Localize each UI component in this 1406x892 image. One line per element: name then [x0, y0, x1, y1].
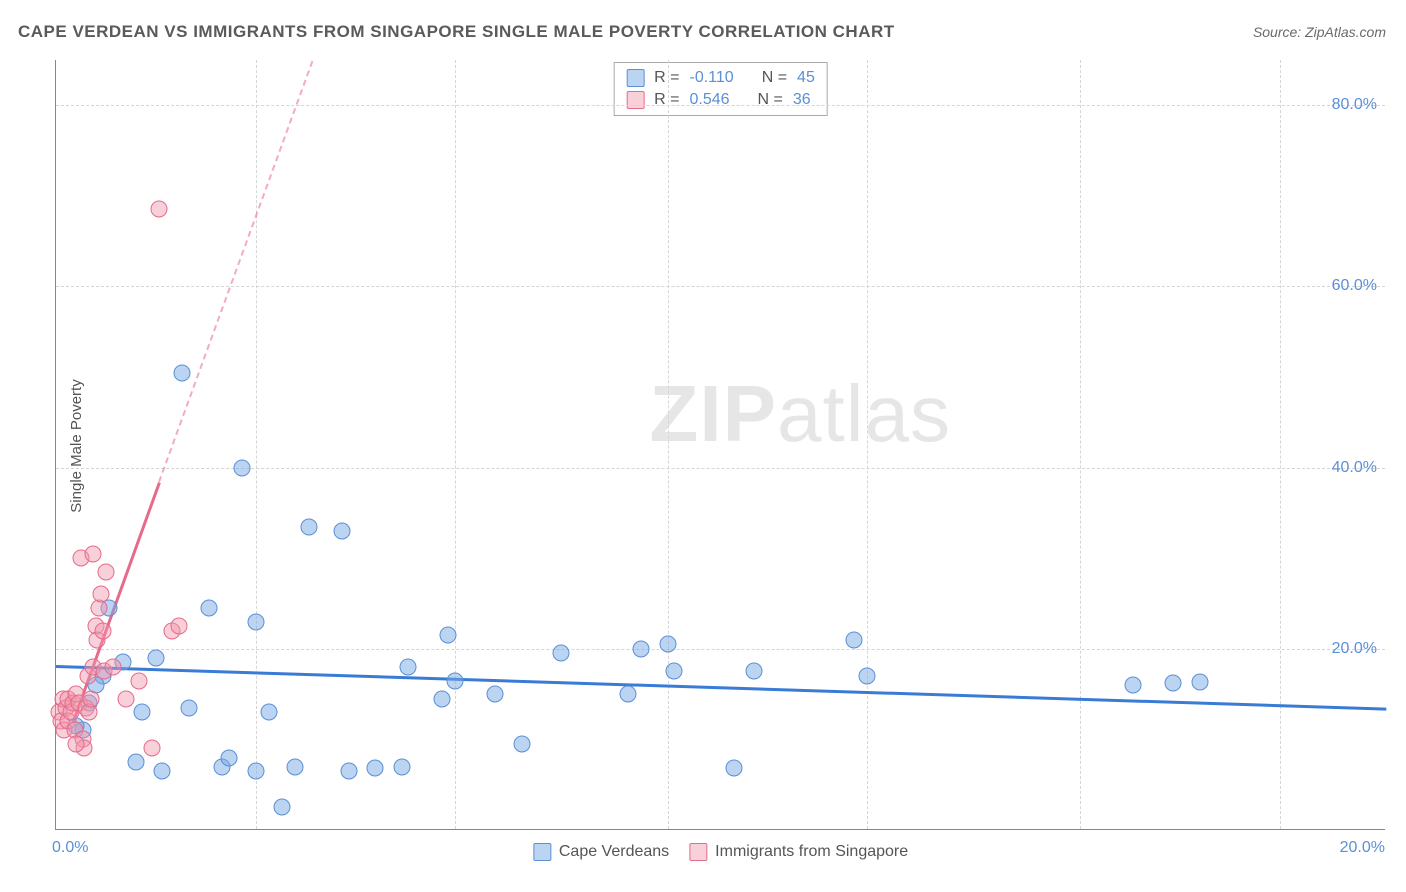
n-value: 36	[793, 91, 811, 109]
source-attribution: Source: ZipAtlas.com	[1253, 24, 1386, 40]
swatch-blue	[533, 843, 551, 861]
x-tick-label: 20.0%	[1340, 839, 1385, 857]
data-point	[104, 658, 121, 675]
data-point	[287, 758, 304, 775]
data-point	[440, 627, 457, 644]
data-point	[82, 690, 99, 707]
data-point	[181, 699, 198, 716]
r-value: -0.110	[690, 69, 734, 87]
legend-stats: R = -0.110 N = 45 R = 0.546 N = 36	[613, 62, 828, 116]
legend-series: Cape Verdeans Immigrants from Singapore	[533, 843, 908, 861]
data-point	[433, 690, 450, 707]
data-point	[134, 704, 151, 721]
gridline-v	[1080, 60, 1081, 829]
data-point	[247, 763, 264, 780]
data-point	[393, 758, 410, 775]
data-point	[340, 763, 357, 780]
gridline-v	[256, 60, 257, 829]
data-point	[84, 545, 101, 562]
data-point	[97, 563, 114, 580]
data-point	[367, 760, 384, 777]
data-point	[300, 518, 317, 535]
data-point	[619, 686, 636, 703]
data-point	[333, 523, 350, 540]
r-value: 0.546	[690, 91, 730, 109]
data-point	[127, 754, 144, 771]
chart-title: CAPE VERDEAN VS IMMIGRANTS FROM SINGAPOR…	[18, 22, 895, 42]
y-tick-label: 20.0%	[1332, 640, 1377, 658]
data-point	[1165, 675, 1182, 692]
data-point	[200, 600, 217, 617]
y-tick-label: 80.0%	[1332, 96, 1377, 114]
data-point	[513, 735, 530, 752]
legend-row-pink: R = 0.546 N = 36	[626, 89, 815, 111]
n-value: 45	[797, 69, 815, 87]
data-point	[486, 686, 503, 703]
y-tick-label: 40.0%	[1332, 459, 1377, 477]
data-point	[93, 586, 110, 603]
legend-label: Cape Verdeans	[559, 843, 669, 861]
data-point	[234, 459, 251, 476]
legend-item-blue: Cape Verdeans	[533, 843, 669, 861]
data-point	[174, 364, 191, 381]
data-point	[147, 649, 164, 666]
data-point	[247, 613, 264, 630]
data-point	[846, 631, 863, 648]
data-point	[1191, 674, 1208, 691]
swatch-blue	[626, 69, 644, 87]
y-tick-label: 60.0%	[1332, 277, 1377, 295]
data-point	[117, 690, 134, 707]
data-point	[553, 645, 570, 662]
data-point	[746, 663, 763, 680]
data-point	[220, 749, 237, 766]
gridline-v	[1280, 60, 1281, 829]
legend-item-pink: Immigrants from Singapore	[689, 843, 908, 861]
data-point	[67, 735, 84, 752]
trend-line	[158, 61, 313, 483]
gridline-v	[668, 60, 669, 829]
scatter-chart: ZIPatlas R = -0.110 N = 45 R = 0.546 N =…	[55, 60, 1385, 830]
x-tick-label: 0.0%	[52, 839, 88, 857]
legend-label: Immigrants from Singapore	[715, 843, 908, 861]
data-point	[666, 663, 683, 680]
legend-row-blue: R = -0.110 N = 45	[626, 67, 815, 89]
swatch-pink	[626, 91, 644, 109]
data-point	[633, 640, 650, 657]
data-point	[447, 672, 464, 689]
data-point	[171, 618, 188, 635]
n-label: N =	[762, 69, 787, 87]
data-point	[1125, 677, 1142, 694]
data-point	[726, 760, 743, 777]
data-point	[400, 658, 417, 675]
gridline-v	[455, 60, 456, 829]
data-point	[274, 799, 291, 816]
data-point	[260, 704, 277, 721]
watermark: ZIPatlas	[650, 368, 951, 460]
swatch-pink	[689, 843, 707, 861]
gridline-v	[867, 60, 868, 829]
n-label: N =	[758, 91, 783, 109]
data-point	[94, 622, 111, 639]
data-point	[154, 763, 171, 780]
data-point	[144, 740, 161, 757]
data-point	[659, 636, 676, 653]
watermark-light: atlas	[777, 369, 951, 458]
data-point	[131, 672, 148, 689]
data-point	[151, 201, 168, 218]
data-point	[859, 668, 876, 685]
